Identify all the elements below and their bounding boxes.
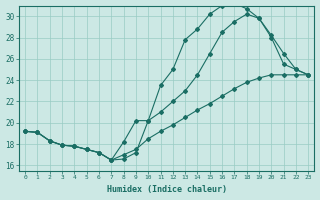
X-axis label: Humidex (Indice chaleur): Humidex (Indice chaleur) bbox=[107, 185, 227, 194]
